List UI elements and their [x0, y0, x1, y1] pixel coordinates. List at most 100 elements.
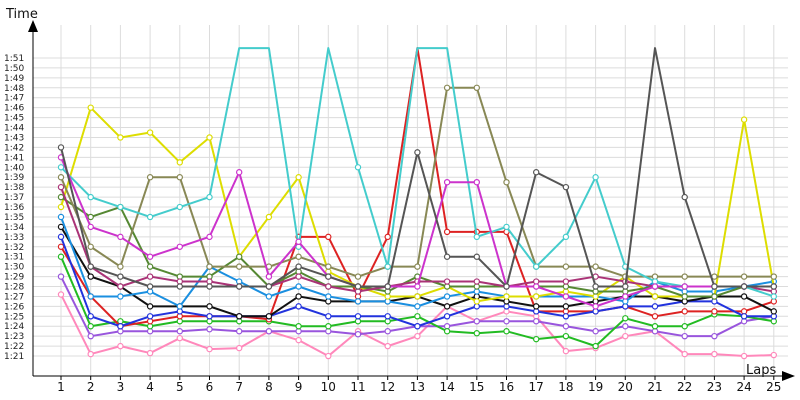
data-point — [325, 283, 332, 290]
y-tick-label: 1:44 — [4, 124, 24, 134]
data-point — [473, 84, 480, 92]
y-tick: 1:43 — [4, 133, 24, 143]
data-point — [235, 169, 243, 176]
data-point — [354, 273, 362, 280]
y-tick-label: 1:25 — [4, 312, 24, 322]
data-point — [414, 283, 421, 290]
y-tick-label: 1:21 — [4, 352, 24, 362]
y-tick: 1:41 — [4, 153, 24, 163]
x-tick: 3 — [117, 376, 125, 394]
y-tick: 1:23 — [4, 332, 24, 342]
data-point — [325, 233, 332, 241]
y-tick-label: 1:46 — [4, 104, 24, 114]
data-point — [651, 303, 659, 310]
x-tick-label: 7 — [235, 380, 243, 394]
data-point — [325, 313, 332, 320]
y-tick: 1:40 — [4, 163, 24, 173]
data-point — [592, 263, 599, 270]
data-point — [414, 313, 421, 320]
data-point — [295, 238, 302, 245]
data-point — [651, 323, 659, 330]
data-point — [146, 303, 154, 310]
data-point — [651, 313, 659, 320]
data-point — [206, 303, 213, 310]
y-tick-label: 1:27 — [4, 292, 24, 302]
data-point — [503, 318, 510, 325]
y-tick: 1:38 — [4, 183, 24, 193]
data-point — [265, 293, 273, 300]
x-tick-label: 2 — [87, 380, 95, 394]
data-point — [176, 203, 183, 211]
x-tick-label: 1 — [57, 380, 65, 394]
data-point — [295, 303, 302, 310]
y-tick-label: 1:38 — [4, 183, 24, 193]
data-point — [265, 328, 273, 335]
data-point — [57, 203, 65, 211]
data-point — [176, 303, 183, 310]
y-tick-label: 1:28 — [4, 283, 24, 293]
x-tick: 9 — [295, 376, 303, 394]
data-point — [117, 283, 124, 290]
data-point — [265, 213, 273, 221]
y-tick-label: 1:22 — [4, 342, 24, 352]
x-tick: 16 — [499, 376, 514, 394]
x-tick: 18 — [558, 376, 574, 394]
data-point — [87, 193, 94, 201]
data-point — [57, 291, 65, 298]
data-point — [562, 332, 570, 340]
data-point — [235, 328, 243, 335]
data-point — [206, 233, 213, 241]
y-tick: 1:37 — [4, 193, 24, 203]
y-tick: 1:25 — [4, 312, 24, 322]
data-point — [325, 293, 332, 300]
data-point — [592, 328, 599, 335]
y-tick-label: 1:47 — [4, 94, 24, 104]
x-tick-label: 9 — [295, 380, 303, 394]
data-point — [443, 328, 451, 335]
x-tick: 21 — [647, 376, 663, 394]
data-point — [533, 263, 540, 270]
axes: Time Laps — [5, 7, 795, 381]
y-tick: 1:47 — [4, 94, 24, 104]
data-point — [384, 283, 391, 290]
data-point — [770, 283, 778, 290]
y-tick: 1:36 — [4, 203, 24, 213]
x-tick-label: 3 — [117, 380, 125, 394]
data-point — [562, 278, 570, 285]
x-tick-label: 12 — [380, 380, 395, 394]
y-tick-label: 1:33 — [4, 233, 24, 243]
data-point — [681, 293, 688, 300]
x-tick-label: 17 — [529, 380, 544, 394]
data-point — [235, 253, 243, 260]
data-point — [770, 293, 778, 300]
y-tick: 1:27 — [4, 292, 24, 302]
data-point — [473, 253, 480, 260]
data-point — [443, 278, 451, 285]
data-point — [57, 193, 65, 201]
data-point — [265, 313, 273, 320]
data-point — [414, 293, 421, 300]
data-point — [146, 283, 154, 290]
data-point — [503, 328, 510, 335]
x-tick-label: 25 — [766, 380, 781, 394]
y-tick-label: 1:43 — [4, 133, 24, 143]
x-tick: 23 — [707, 376, 722, 394]
data-point — [117, 273, 124, 280]
data-point — [295, 253, 302, 260]
y-tick: 1:32 — [4, 243, 24, 253]
data-point — [57, 183, 65, 191]
data-point — [740, 293, 748, 300]
data-point — [57, 164, 65, 171]
y-tick-label: 1:42 — [4, 143, 24, 153]
data-point — [117, 263, 124, 270]
y-tick-label: 1:23 — [4, 332, 24, 342]
data-point — [651, 283, 659, 290]
x-tick: 8 — [265, 376, 273, 394]
x-tick-label: 5 — [176, 380, 184, 394]
data-point — [176, 334, 183, 342]
data-point — [711, 350, 718, 358]
y-tick-label: 1:50 — [4, 64, 24, 74]
data-point — [443, 293, 451, 300]
data-point — [117, 293, 124, 300]
